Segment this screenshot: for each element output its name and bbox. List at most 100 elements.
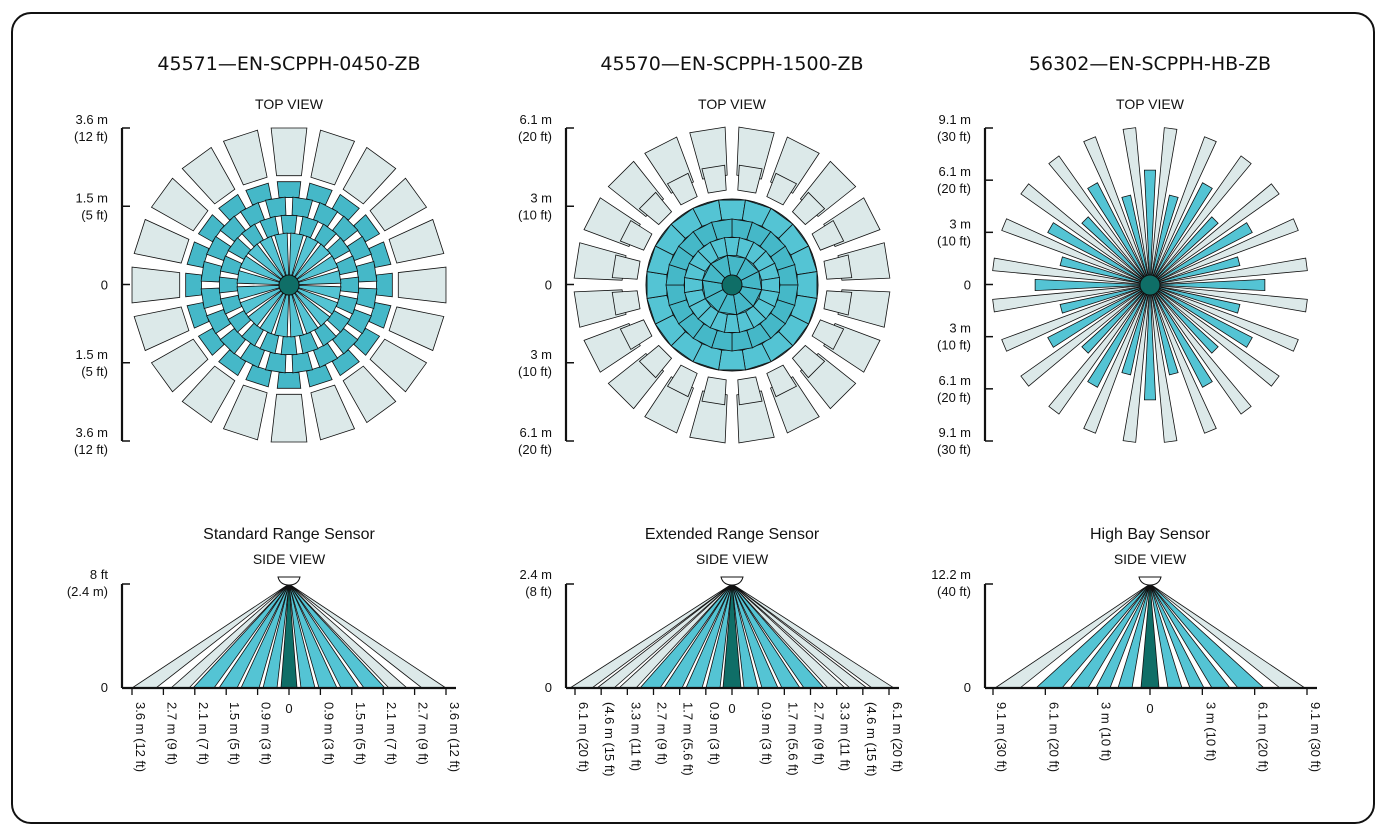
outer-zone-segment [270,127,308,177]
outer-zone-segment [369,338,428,393]
mid-zone-segment [241,223,264,248]
side-tick-label: 6.1 m (20 ft) [890,702,905,772]
side-tick-label: 2.7 m (9 ft) [655,702,670,765]
side-tick-label: 3.3 m (11 ft) [628,702,643,771]
mid-zone-segment [264,352,287,374]
outer-zone-segment [388,306,445,352]
outer-zone-segment [791,344,826,379]
outer-zone-segment [737,376,763,406]
side-tick-label: 9.1 m (30 ft) [1308,702,1323,772]
top-axis-label-imperial: (30 ft) [937,129,971,144]
mid-zone-segment [291,352,314,374]
top-axis-label: 6.1 m [519,425,552,440]
mid-zone-segment [186,241,210,268]
mid-zone-segment [219,276,238,294]
sensor-panel-3 [983,127,1317,695]
mid-zone-segment [200,287,222,310]
mid-zone-segment [218,193,247,221]
top-axis-label: 6.1 m [938,373,971,388]
mid-zone-segment [219,328,246,355]
side-tick-label: 3.3 m (11 ft) [838,702,853,771]
side-tick-label: 0.9 m (3 ft) [259,702,274,765]
side-tick-label: (4.6 m (15 ft) [602,702,617,776]
top-axis-label: 9.1 m [938,112,971,127]
inner-zone-segment [718,349,746,371]
sensor-icon [277,576,301,586]
outer-zone-segment [270,393,308,443]
mid-zone-segment [280,336,298,355]
top-axis-label-imperial: (5 ft) [81,364,108,379]
outer-zone-segment [342,146,397,205]
top-axis-label: 3 m [949,216,971,231]
mid-zone-segment [185,272,202,298]
outer-zone-segment [222,129,268,186]
mid-zone-segment [276,372,302,389]
side-tick-label: 1.5 m (5 ft) [227,702,242,765]
outer-zone-segment [342,365,397,424]
top-axis-label: 0 [545,278,552,293]
side-tick-label: 2.7 m (9 ft) [164,702,179,765]
outer-zone-segment [310,384,356,441]
mid-zone-segment [245,182,272,206]
side-tick-label: 6.1 m (20 ft) [1046,702,1061,772]
mid-zone-segment [200,260,222,283]
side-tick-label: 1.5 m (5 ft) [353,702,368,765]
side-zero-label: 0 [964,680,971,695]
side-zero-label: 0 [545,680,552,695]
outer-zone-segment [811,319,845,351]
side-tick-label: 3 m (10 ft) [1203,702,1218,761]
top-axis-label-imperial: (10 ft) [937,233,971,248]
top-axis-label: 3 m [949,321,971,336]
side-tick-label: 3.6 m (12 ft) [133,702,148,772]
side-tick-label: 0 [728,701,735,716]
side-height-label-alt: (40 ft) [937,584,971,599]
mid-zone-segment [186,302,210,329]
sensor-panel-2 [564,126,899,695]
mid-zone-segment [353,327,381,356]
outer-zone-segment [791,191,826,226]
outer-zone-segment [181,365,236,424]
model-title: 45571—EN-SCPPH-0450-ZB [157,53,420,75]
outer-zone-segment [766,172,798,206]
mid-zone-segment [326,237,351,260]
side-view-pattern [568,576,896,689]
mid-zone-segment [340,276,359,294]
mid-zone-segment [314,223,337,248]
outer-zone-segment [638,344,673,379]
mid-zone-segment [356,287,378,310]
outer-zone-segment [811,219,845,251]
top-axis-label-imperial: (20 ft) [518,442,552,457]
top-axis-label: 3 m [530,190,552,205]
top-axis-label: 3.6 m [75,425,108,440]
side-tick-label: 9.1 m (30 ft) [994,702,1009,772]
side-zone-band [568,583,733,689]
top-axis-label-imperial: (10 ft) [518,364,552,379]
mid-zone-segment [227,310,252,333]
outer-zone-segment [619,219,653,251]
side-tick-label: 0.9 m (3 ft) [707,702,722,765]
side-view-pattern [130,576,448,689]
side-tick-label: 2.1 m (7 ft) [196,702,211,765]
side-view-label: SIDE VIEW [253,551,326,567]
mid-zone-segment [353,214,381,243]
top-view-label: TOP VIEW [698,96,767,112]
outer-zone-segment [766,364,798,398]
outer-zone-segment [181,146,236,205]
side-tick-label: 2.7 m (9 ft) [812,702,827,765]
inner-zone-segment [646,271,668,299]
outer-zone-segment [222,384,268,441]
side-zero-label: 0 [101,680,108,695]
top-axis-label-imperial: (12 ft) [74,442,108,457]
side-sensor-name: Standard Range Sensor [203,526,375,543]
mid-zone-segment [331,349,360,377]
top-axis-label-imperial: (20 ft) [937,181,971,196]
mid-zone-segment [245,364,272,388]
side-tick-label: 6.1 m (20 ft) [576,702,591,772]
side-view-pattern [993,576,1307,689]
top-axis-label-imperial: (10 ft) [937,338,971,353]
side-tick-label: (4.6 m (15 ft) [864,702,879,776]
outer-zone-segment [737,164,763,194]
top-axis-label-imperial: (5 ft) [81,207,108,222]
side-height-label-alt: (2.4 m) [67,584,108,599]
